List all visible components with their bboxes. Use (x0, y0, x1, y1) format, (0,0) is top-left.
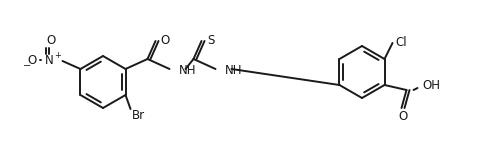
Text: Cl: Cl (396, 35, 408, 49)
Text: OH: OH (422, 78, 441, 92)
Text: −: − (24, 61, 32, 71)
Text: Br: Br (132, 108, 145, 122)
Text: NH: NH (179, 65, 196, 78)
Text: O: O (28, 54, 37, 67)
Text: O: O (160, 35, 169, 48)
Text: S: S (207, 35, 214, 48)
Text: +: + (55, 51, 61, 60)
Text: NH: NH (225, 65, 242, 78)
Text: O: O (398, 109, 407, 122)
Text: N: N (45, 54, 53, 67)
Text: O: O (47, 35, 56, 48)
